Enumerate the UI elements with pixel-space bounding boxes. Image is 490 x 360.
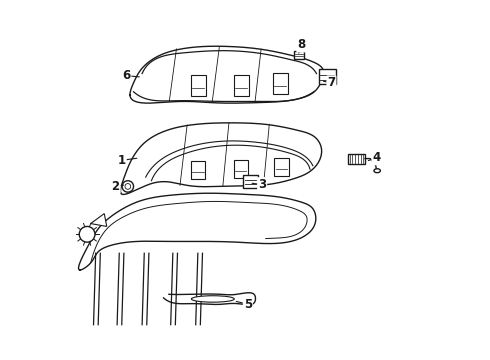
- Circle shape: [125, 184, 131, 189]
- FancyBboxPatch shape: [273, 73, 288, 94]
- Circle shape: [122, 181, 134, 192]
- FancyBboxPatch shape: [191, 161, 205, 179]
- Ellipse shape: [192, 296, 234, 302]
- Text: 8: 8: [297, 39, 306, 51]
- Text: 1: 1: [118, 154, 126, 167]
- Text: 3: 3: [258, 178, 266, 191]
- Text: 5: 5: [244, 298, 252, 311]
- FancyBboxPatch shape: [348, 154, 365, 163]
- Text: 4: 4: [372, 151, 381, 165]
- Polygon shape: [121, 123, 321, 194]
- FancyBboxPatch shape: [191, 75, 206, 96]
- FancyBboxPatch shape: [318, 69, 336, 84]
- FancyBboxPatch shape: [274, 158, 289, 176]
- Ellipse shape: [374, 169, 380, 173]
- Polygon shape: [130, 46, 323, 103]
- FancyBboxPatch shape: [243, 175, 258, 188]
- Polygon shape: [91, 213, 107, 226]
- Text: 6: 6: [122, 69, 130, 82]
- FancyBboxPatch shape: [294, 51, 304, 59]
- Text: 2: 2: [112, 180, 120, 193]
- Polygon shape: [78, 193, 316, 270]
- FancyBboxPatch shape: [234, 160, 248, 178]
- Text: 7: 7: [327, 76, 336, 89]
- Circle shape: [79, 226, 95, 242]
- FancyBboxPatch shape: [234, 75, 248, 96]
